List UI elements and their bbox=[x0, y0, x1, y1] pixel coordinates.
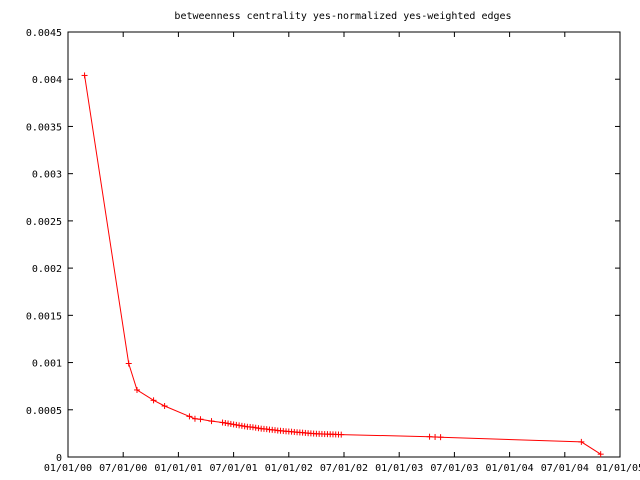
y-axis: 0 0.0005 0.001 0.0015 0.002 0.0025 0.003 0.0035… bbox=[26, 28, 620, 464]
y-tick-label: 0.0035 bbox=[26, 122, 62, 133]
x-tick-label: 07/01/02 bbox=[320, 463, 368, 474]
x-tick-label: 01/01/02 bbox=[265, 463, 313, 474]
data-point bbox=[578, 438, 585, 445]
data-point bbox=[191, 415, 198, 422]
x-axis: 01/01/00 07/01/00 01/01/01 07/01/01 01/01/02… bbox=[44, 32, 640, 474]
y-tick-label: 0.0045 bbox=[26, 28, 62, 39]
data-point bbox=[426, 433, 433, 440]
data-point bbox=[161, 403, 168, 409]
data-point bbox=[432, 433, 439, 440]
x-tick-label: 01/01/04 bbox=[486, 463, 534, 474]
y-tick-label: 0.0005 bbox=[26, 406, 62, 417]
x-tick-label: 07/01/04 bbox=[541, 463, 589, 474]
x-tick-label: 01/01/03 bbox=[375, 463, 423, 474]
x-tick-label: 07/01/00 bbox=[99, 463, 147, 474]
data-point bbox=[125, 360, 132, 367]
y-tick-label: 0.001 bbox=[32, 359, 62, 370]
y-tick-label: 0 bbox=[56, 453, 62, 464]
data-point bbox=[186, 413, 193, 420]
x-tick-label: 07/01/03 bbox=[430, 463, 478, 474]
data-point bbox=[597, 451, 604, 458]
x-tick-label: 01/01/01 bbox=[154, 463, 202, 474]
data-point bbox=[338, 431, 345, 438]
data-point bbox=[197, 416, 204, 423]
x-tick-label: 01/01/00 bbox=[44, 463, 92, 474]
data-point bbox=[150, 397, 157, 404]
y-tick-label: 0.0025 bbox=[26, 217, 62, 228]
x-tick-label: 07/01/01 bbox=[210, 463, 258, 474]
y-tick-label: 0.0015 bbox=[26, 311, 62, 322]
data-point bbox=[134, 386, 140, 393]
y-tick-label: 0.003 bbox=[32, 170, 62, 181]
y-tick-label: 0.004 bbox=[32, 75, 62, 86]
plot-area bbox=[81, 72, 604, 458]
data-point bbox=[81, 72, 88, 79]
chart-title: betweenness centrality yes-normalized ye… bbox=[174, 11, 511, 22]
data-point bbox=[208, 418, 215, 425]
data-point bbox=[437, 434, 444, 441]
y-tick-label: 0.002 bbox=[32, 264, 62, 275]
plot-frame bbox=[67, 31, 621, 458]
series-line bbox=[84, 75, 601, 455]
x-tick-label: 01/01/05 bbox=[596, 463, 640, 474]
